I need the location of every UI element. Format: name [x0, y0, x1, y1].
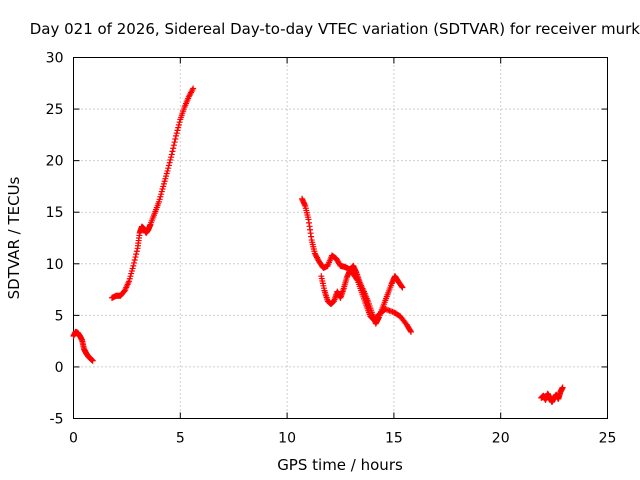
data-point: [133, 248, 140, 255]
y-tick-labels: -5 0 5 10 15 20 25 30: [46, 51, 64, 428]
x-tick-label: 5: [176, 431, 185, 447]
data-point: [174, 127, 181, 134]
data-point: [131, 257, 138, 264]
y-tick-label: 20: [46, 154, 64, 170]
data-point: [132, 254, 139, 261]
data-point: [170, 145, 177, 152]
data-point: [407, 328, 414, 335]
y-tick-label: 25: [46, 102, 64, 118]
data-point: [175, 121, 182, 128]
data-points: [70, 85, 566, 405]
data-point: [168, 154, 175, 161]
x-tick-labels: 0 5 10 15 20 25: [69, 431, 616, 447]
data-point: [173, 130, 180, 137]
data-point: [175, 124, 182, 131]
x-tick-label: 10: [278, 431, 296, 447]
y-tick-label: 5: [55, 308, 64, 324]
data-point: [190, 85, 197, 92]
data-point: [398, 283, 405, 290]
data-point: [172, 135, 179, 142]
y-axis-title: SDTVAR / TECUs: [5, 176, 23, 299]
data-point: [165, 162, 172, 169]
data-point: [130, 262, 137, 269]
x-tick-label: 20: [492, 431, 510, 447]
data-point: [169, 148, 176, 155]
data-point: [559, 384, 566, 391]
y-tick-label: 10: [46, 257, 64, 273]
data-point: [170, 142, 177, 149]
data-point: [89, 357, 96, 364]
x-tick-label: 25: [599, 431, 617, 447]
data-point: [189, 86, 196, 93]
axis-ticks: [73, 57, 608, 419]
x-tick-label: 15: [385, 431, 403, 447]
plot-frame: [73, 57, 608, 419]
data-point: [399, 284, 406, 291]
y-tick-label: 30: [46, 51, 64, 67]
x-axis-title: GPS time / hours: [277, 456, 403, 474]
data-point: [164, 167, 171, 174]
y-tick-label: 15: [46, 205, 64, 221]
grid-lines: [73, 57, 608, 419]
data-point: [133, 251, 140, 258]
data-point: [131, 259, 138, 266]
y-tick-label: 0: [55, 360, 64, 376]
data-point: [166, 159, 173, 166]
x-tick-label: 0: [69, 431, 78, 447]
data-point: [176, 119, 183, 126]
data-point: [167, 156, 174, 163]
data-point: [165, 165, 172, 172]
chart-title: Day 021 of 2026, Sidereal Day-to-day VTE…: [30, 20, 640, 38]
data-point: [171, 139, 178, 146]
data-point: [168, 151, 175, 158]
data-point: [173, 132, 180, 139]
y-tick-label: -5: [50, 412, 64, 428]
data-point: [407, 327, 414, 334]
